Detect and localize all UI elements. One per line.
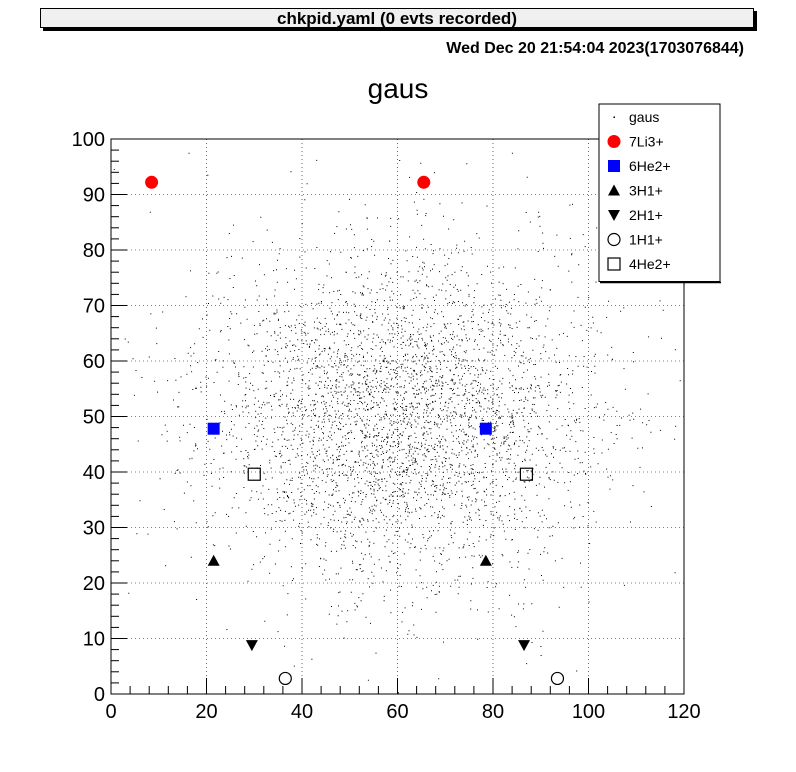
y-tick-label: 0 xyxy=(94,684,105,706)
marker-7li3 xyxy=(145,175,159,189)
x-tick-label: 0 xyxy=(105,701,116,723)
marker-2h1 xyxy=(245,640,258,652)
marker-7li3 xyxy=(417,175,431,189)
chart-title: gaus xyxy=(368,73,429,104)
particle-markers xyxy=(145,175,565,686)
marker-1h1 xyxy=(278,671,292,686)
legend-marker-icon xyxy=(608,160,620,172)
legend-dot-icon xyxy=(613,116,615,118)
axis-ticks: 0 20 40 60 80 100 120 0 10 20 30 40 50 60 70 80 90 100 xyxy=(72,129,701,723)
y-tick-label: 100 xyxy=(72,129,105,151)
y-tick-label: 10 xyxy=(83,629,105,651)
grid xyxy=(111,139,684,694)
x-tick-label: 60 xyxy=(386,701,408,723)
legend-marker-icon xyxy=(607,232,621,247)
marker-3h1 xyxy=(479,554,492,566)
marker-2h1 xyxy=(518,640,531,652)
timestamp-label: Wed Dec 20 21:54:04 2023(1703076844) xyxy=(446,40,744,57)
marker-1h1 xyxy=(550,671,565,686)
gaus-dots xyxy=(113,152,685,694)
y-tick-label: 70 xyxy=(83,296,105,318)
x-tick-label: 20 xyxy=(195,701,217,723)
legend-label: 2H1+ xyxy=(629,207,663,223)
y-tick-label: 50 xyxy=(83,407,105,429)
legend-label: 4He2+ xyxy=(629,256,671,272)
y-tick-label: 60 xyxy=(83,351,105,373)
marker-4he2 xyxy=(519,467,534,481)
marker-4he2 xyxy=(247,467,261,481)
legend-marker-icon xyxy=(607,257,621,271)
x-tick-label: 120 xyxy=(667,701,700,723)
legend-label: 1H1+ xyxy=(629,232,663,248)
legend-marker-icon xyxy=(608,210,620,221)
y-tick-label: 40 xyxy=(83,462,105,484)
x-tick-label: 100 xyxy=(572,701,605,723)
legend-marker-icon xyxy=(608,184,620,196)
legend-label: 3H1+ xyxy=(629,183,663,199)
marker-6he2 xyxy=(479,422,492,435)
legend-box xyxy=(598,103,721,282)
x-tick-label: 40 xyxy=(291,701,313,723)
legend-label: 7Li3+ xyxy=(629,134,664,150)
marker-3h1 xyxy=(207,554,220,566)
legend-marker-icon xyxy=(607,135,621,148)
y-tick-label: 20 xyxy=(83,573,105,595)
x-tick-label: 80 xyxy=(482,701,504,723)
canvas-title-bar: chkpid.yaml (0 evts recorded) xyxy=(40,8,754,28)
y-tick-label: 30 xyxy=(83,518,105,540)
y-tick-label: 90 xyxy=(83,185,105,207)
canvas-title: chkpid.yaml (0 evts recorded) xyxy=(277,9,517,28)
legend-label: gaus xyxy=(629,109,659,125)
legend: gaus 7Li3+ 6He2+ 3H1+ 2H1+ 1H1+ 4He2+ xyxy=(598,103,721,284)
gaus-distribution-dots xyxy=(113,152,685,694)
legend-label: 6He2+ xyxy=(629,158,671,174)
y-tick-label: 80 xyxy=(83,240,105,262)
plot-frame xyxy=(110,138,685,695)
marker-6he2 xyxy=(207,422,220,435)
